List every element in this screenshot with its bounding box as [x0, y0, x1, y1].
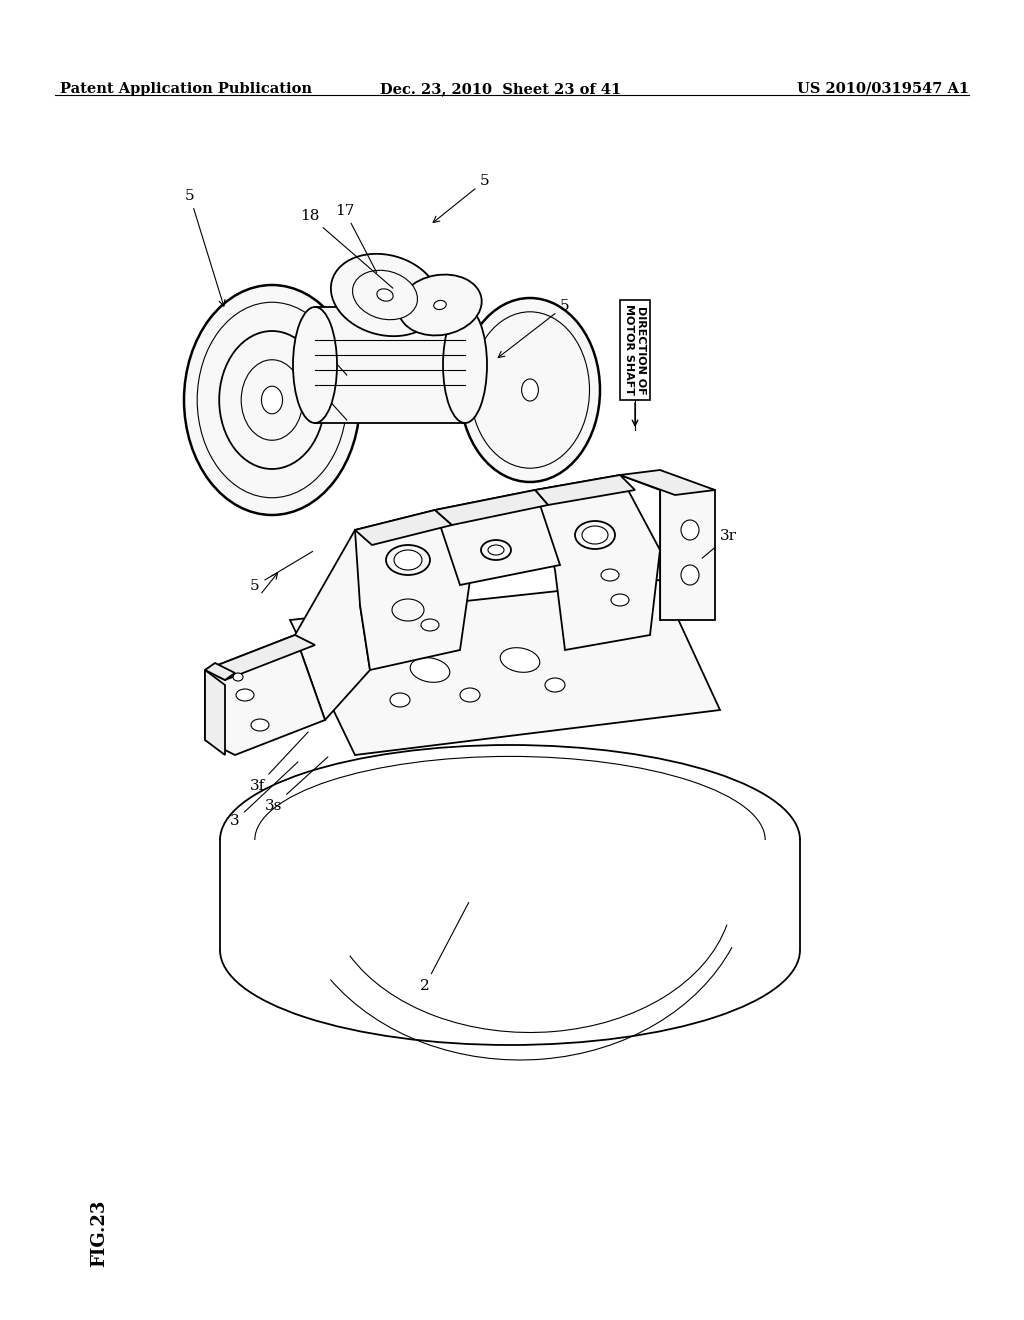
Polygon shape: [355, 510, 470, 671]
Ellipse shape: [398, 275, 481, 335]
Polygon shape: [315, 308, 465, 422]
Text: 3s: 3s: [265, 756, 328, 813]
Polygon shape: [620, 475, 715, 620]
Ellipse shape: [377, 289, 393, 301]
Text: 5: 5: [185, 189, 225, 306]
Ellipse shape: [443, 308, 487, 422]
Ellipse shape: [261, 387, 283, 413]
Ellipse shape: [242, 360, 303, 441]
Polygon shape: [435, 490, 548, 525]
Ellipse shape: [681, 565, 699, 585]
Ellipse shape: [488, 545, 504, 554]
Ellipse shape: [392, 599, 424, 620]
Polygon shape: [290, 579, 720, 755]
Ellipse shape: [521, 379, 539, 401]
Ellipse shape: [434, 301, 446, 310]
Text: 2: 2: [420, 903, 469, 993]
Ellipse shape: [386, 545, 430, 576]
Ellipse shape: [421, 619, 439, 631]
Polygon shape: [205, 663, 234, 680]
Ellipse shape: [293, 308, 337, 422]
Ellipse shape: [251, 719, 269, 731]
Ellipse shape: [611, 594, 629, 606]
Text: Dec. 23, 2010  Sheet 23 of 41: Dec. 23, 2010 Sheet 23 of 41: [380, 82, 622, 96]
Ellipse shape: [219, 331, 325, 469]
Polygon shape: [205, 635, 325, 755]
Ellipse shape: [545, 678, 565, 692]
Ellipse shape: [390, 693, 410, 708]
Polygon shape: [435, 490, 560, 585]
Ellipse shape: [681, 520, 699, 540]
Polygon shape: [205, 635, 315, 680]
Text: 5: 5: [499, 300, 569, 358]
Polygon shape: [535, 475, 660, 649]
Text: Patent Application Publication: Patent Application Publication: [60, 82, 312, 96]
Polygon shape: [535, 475, 635, 506]
Ellipse shape: [411, 657, 450, 682]
Text: 3f: 3f: [250, 733, 308, 793]
Ellipse shape: [394, 550, 422, 570]
Ellipse shape: [582, 525, 608, 544]
Text: FIG.23: FIG.23: [90, 1200, 108, 1267]
Text: 3: 3: [230, 762, 298, 828]
Ellipse shape: [233, 673, 243, 681]
Text: 5: 5: [250, 552, 312, 593]
Ellipse shape: [331, 253, 439, 337]
Ellipse shape: [500, 648, 540, 672]
Ellipse shape: [184, 285, 360, 515]
Text: US 2010/0319547 A1: US 2010/0319547 A1: [797, 82, 969, 96]
Ellipse shape: [481, 540, 511, 560]
Ellipse shape: [601, 569, 618, 581]
Polygon shape: [620, 470, 715, 495]
Ellipse shape: [575, 521, 615, 549]
Polygon shape: [205, 671, 225, 755]
Ellipse shape: [352, 271, 418, 319]
Polygon shape: [295, 531, 372, 719]
Text: 3r: 3r: [702, 529, 737, 558]
Ellipse shape: [236, 689, 254, 701]
Text: DIRECTION OF
MOTOR SHAFT: DIRECTION OF MOTOR SHAFT: [625, 305, 646, 396]
Ellipse shape: [460, 688, 480, 702]
Text: 17: 17: [335, 205, 377, 272]
Text: 18: 18: [300, 209, 393, 288]
Ellipse shape: [460, 298, 600, 482]
Polygon shape: [355, 510, 452, 545]
Text: 5: 5: [433, 174, 489, 223]
